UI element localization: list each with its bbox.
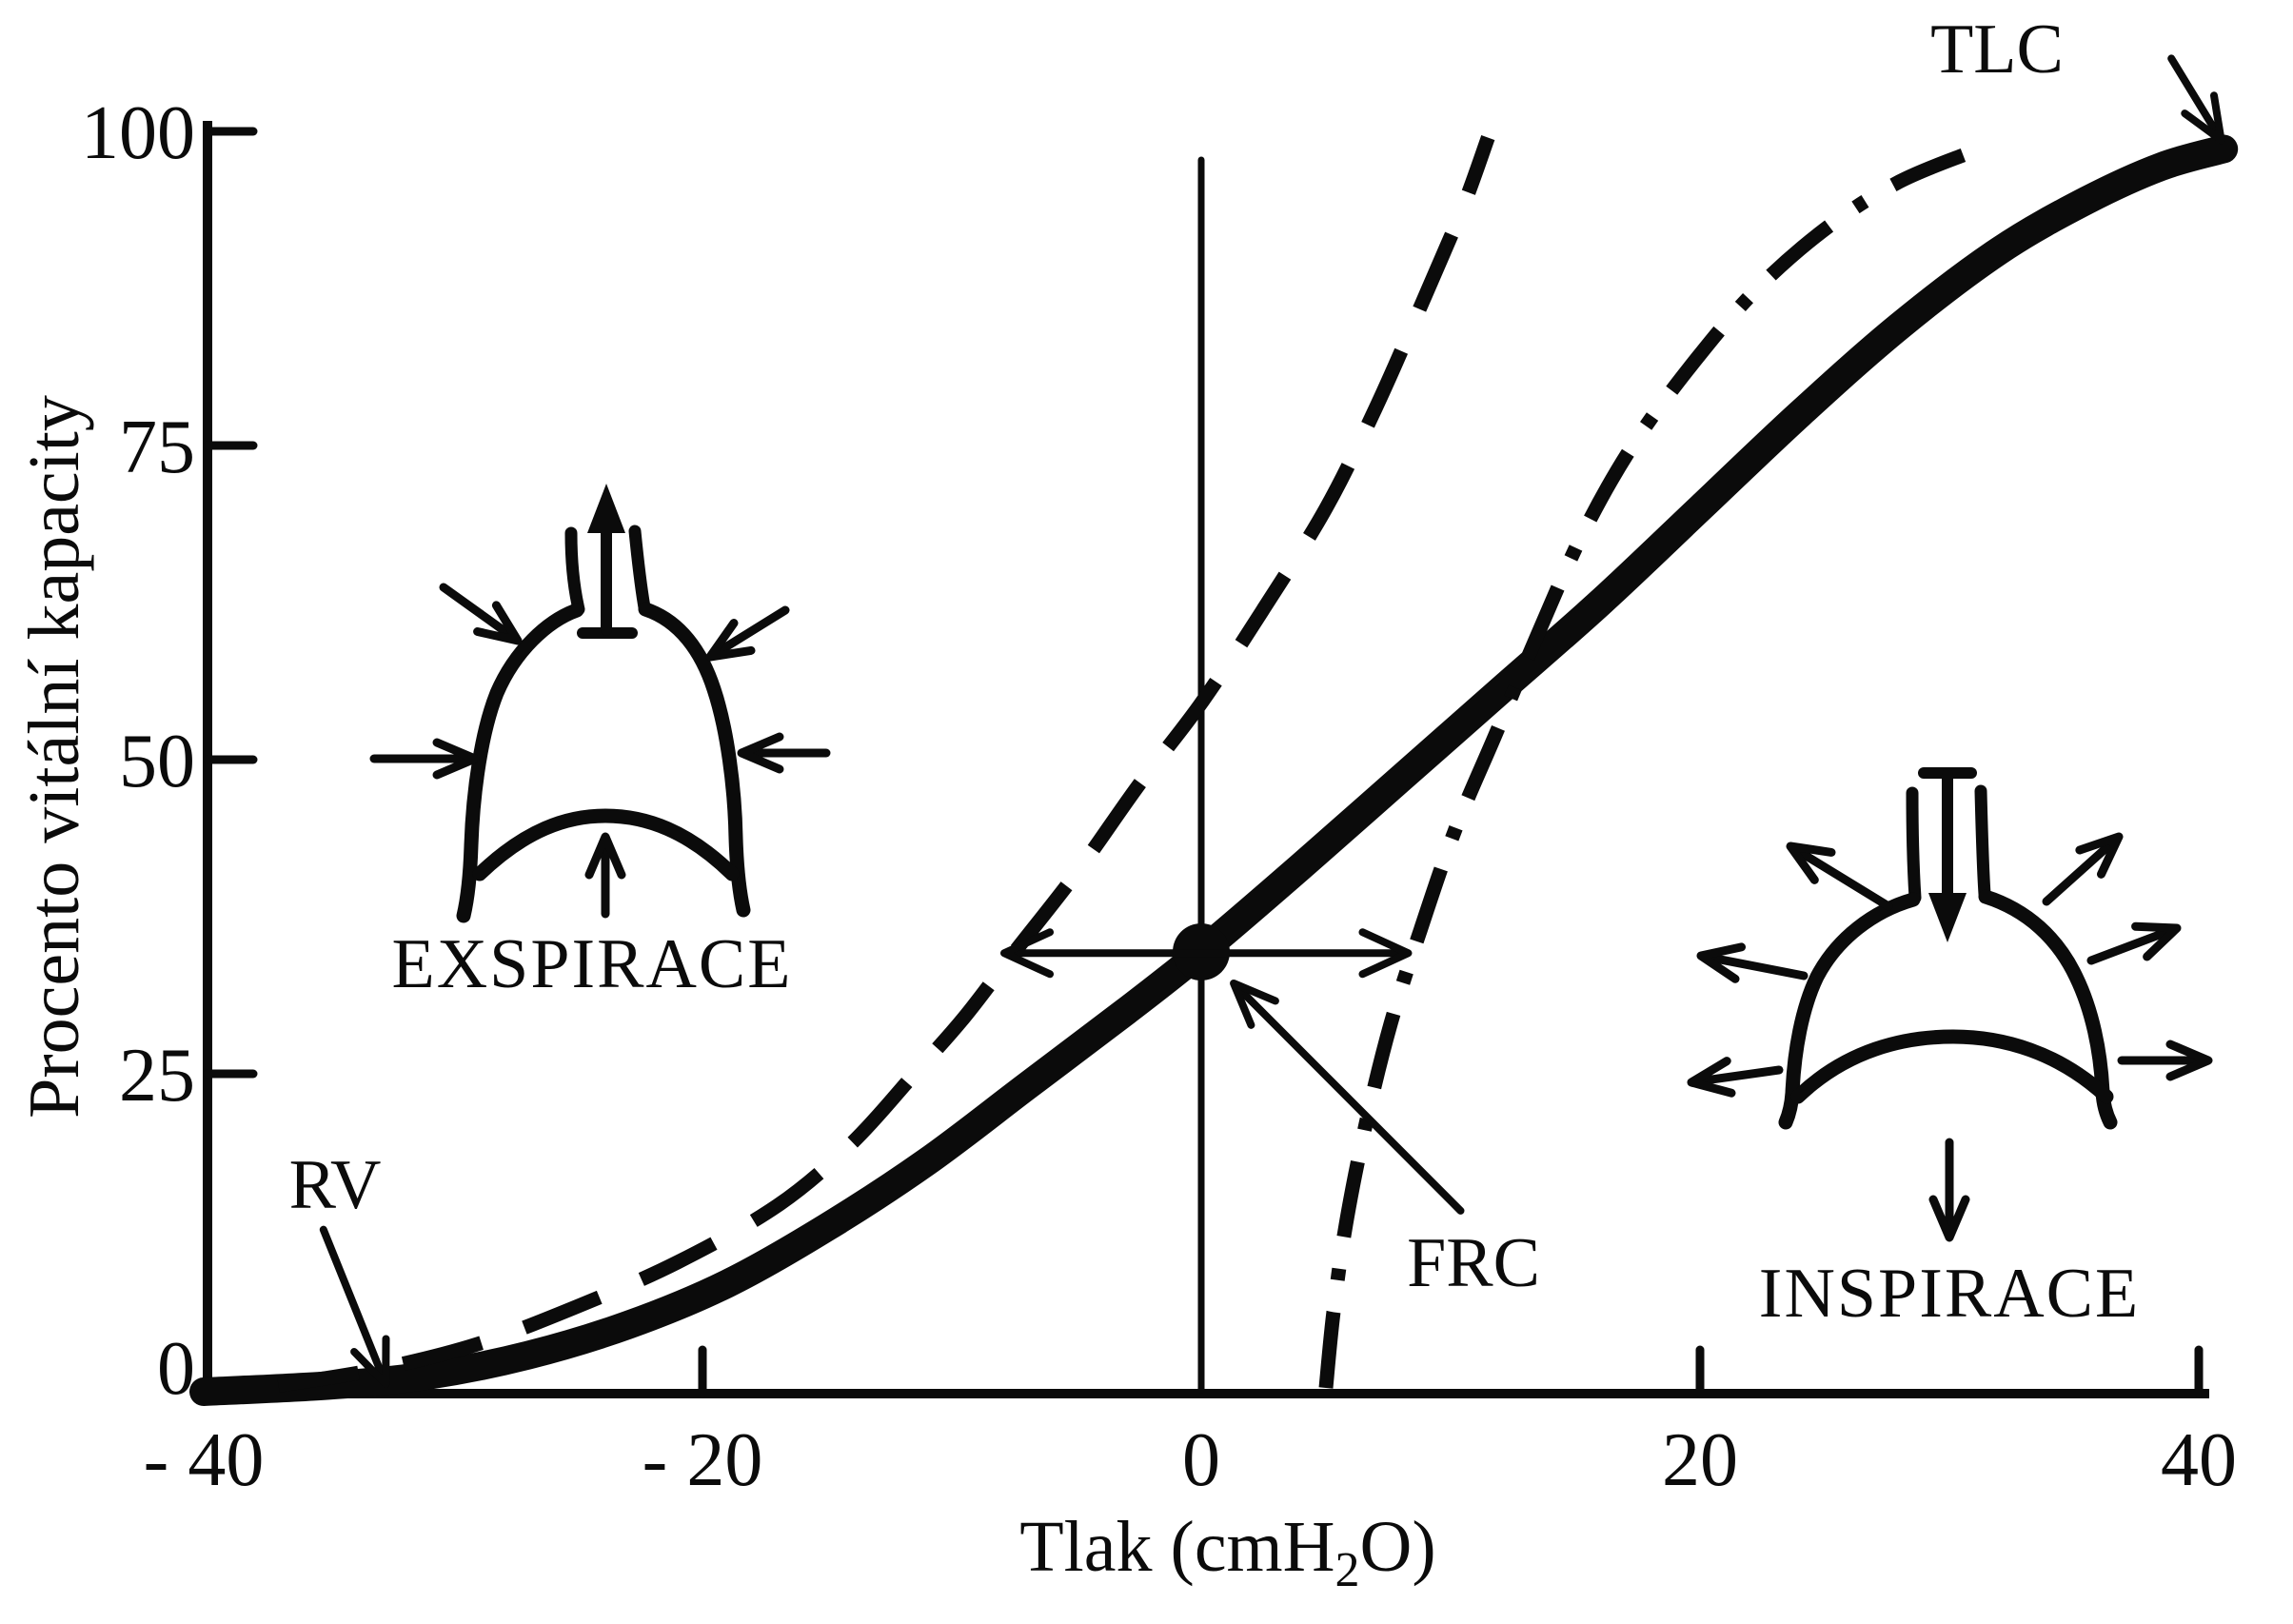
rv-arrow-head-icon (350, 1335, 390, 1389)
outward-arrow (2042, 833, 2122, 906)
inspirace-diaphragm-icon (1790, 1029, 2114, 1104)
curve-dash-dot-curve (1318, 146, 1972, 1389)
curve-solid-thick-curve (189, 134, 2239, 1406)
frc-arrow (1231, 980, 1465, 1215)
outward-arrow-head-icon (1696, 942, 1746, 983)
y-tick-label: 25 (119, 1034, 195, 1118)
outward-arrow-head-icon (2075, 832, 2124, 879)
y-axis-title: Procento vitální kapacity (14, 395, 94, 1119)
exspirace-trachea-left-icon (564, 526, 585, 616)
annotations (319, 54, 2225, 1389)
diaphragm-up-arrow-head-icon (584, 832, 626, 880)
exspirace-diaphragm-icon (472, 808, 740, 881)
outward-arrow (1788, 842, 1893, 911)
x-tick-label: - 40 (144, 1418, 265, 1502)
exspirace-trachea-right-icon (628, 525, 651, 614)
inward-arrow-head-icon (737, 732, 784, 774)
inspirace-trachea-left-icon (1906, 786, 1922, 904)
curves (189, 134, 2239, 1406)
outward-arrow-head-icon (2165, 1040, 2213, 1081)
inspirace-chest-left-wall-icon (1778, 892, 1921, 1130)
y-tick-label: 75 (119, 406, 195, 489)
rv-label: RV (289, 1146, 382, 1224)
tlc-arrow (2167, 54, 2224, 143)
outward-arrow (1689, 1065, 1784, 1087)
x-tick-label: 40 (2161, 1418, 2237, 1502)
diaphragm-down-arrow-head-icon (1928, 1195, 1970, 1242)
exhale-arrow-head-icon (587, 484, 625, 533)
inspirace-chest-right-wall-icon (1978, 889, 2118, 1130)
outward-arrow-head-icon (2131, 921, 2182, 961)
inhale-arrow-head-icon (1928, 893, 1967, 942)
inward-arrow-head-icon (705, 619, 756, 662)
tlc-label: TLC (1930, 10, 2064, 89)
rv-arrow (319, 1225, 389, 1387)
exspirace-chest-left-wall-icon (456, 603, 584, 923)
inward-arrow (707, 605, 790, 661)
outward-arrow (2086, 924, 2180, 965)
y-tick-label: 100 (81, 91, 195, 175)
y-tick-label: 0 (157, 1327, 195, 1411)
tlc-arrow-head-icon (2181, 91, 2225, 145)
inward-arrow (439, 583, 521, 644)
y-tick-label: 50 (119, 720, 195, 803)
x-tick-label: 0 (1182, 1418, 1220, 1502)
x-tick-label: - 20 (642, 1418, 763, 1502)
x-tick-label: 20 (1662, 1418, 1738, 1502)
inspirace-lung-figure: INSPIRACE (1687, 767, 2213, 1333)
outward-arrow (1698, 951, 1809, 980)
exspirace-lung-figure: EXSPIRACE (369, 484, 831, 1003)
exspirace-label: EXSPIRACE (392, 925, 793, 1003)
frc-double-arrow-head-icon (1358, 928, 1413, 979)
inspirace-label: INSPIRACE (1759, 1255, 2140, 1333)
frc-double-arrow-head-icon (1000, 928, 1054, 979)
x-axis-title: Tlak (cmH2O) (1019, 1507, 1436, 1597)
frc-arrow-head-icon (1230, 979, 1279, 1029)
inward-arrow-head-icon (432, 738, 480, 780)
inspirace-trachea-right-icon (1974, 784, 1991, 901)
frc-label: FRC (1407, 1224, 1540, 1302)
outward-arrow-head-icon (1786, 842, 1836, 884)
outward-arrow-head-icon (1687, 1057, 1736, 1098)
inward-arrow-head-icon (473, 601, 523, 645)
